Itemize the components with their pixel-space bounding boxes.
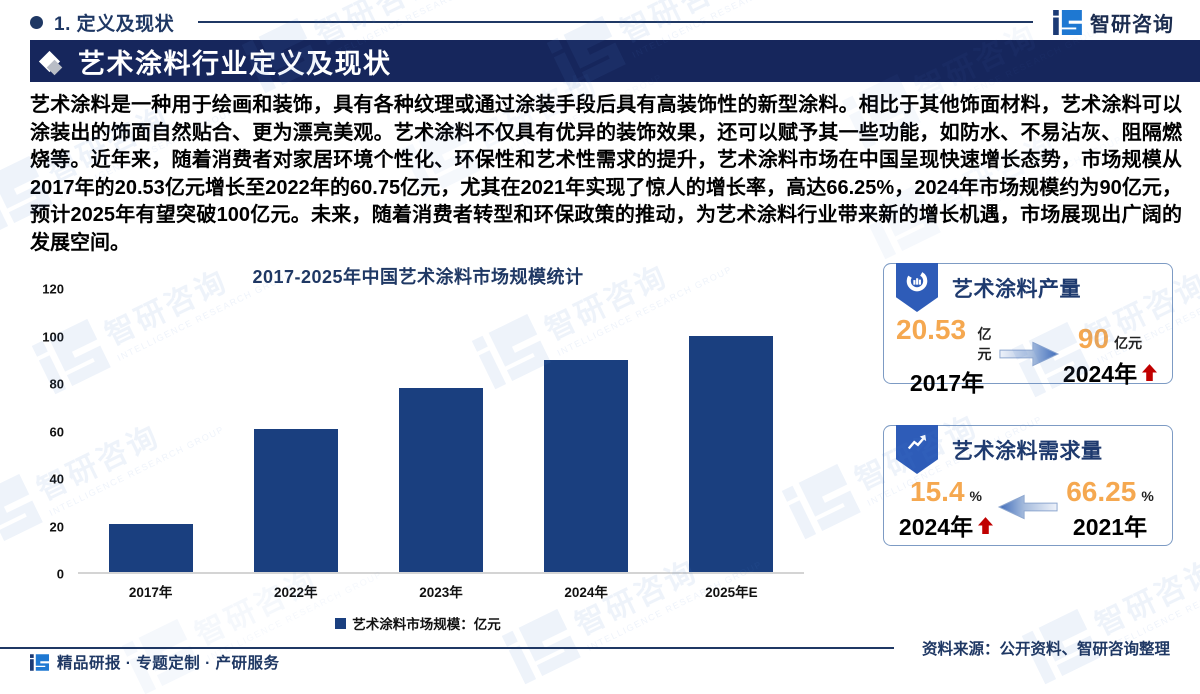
arrow-left-icon [997, 491, 1059, 528]
bar-slot [662, 289, 800, 572]
x-tick: 2025年E [705, 585, 758, 600]
bar-2017年 [108, 523, 193, 572]
banner-title: 艺术涂料行业定义及现状 [78, 48, 392, 79]
card-title: 艺术涂料产量 [952, 278, 1081, 301]
bar-2025年E [689, 336, 774, 572]
x-tick: 2017年 [128, 585, 173, 600]
chart-title: 2017-2025年中国艺术涂料市场规模统计 [252, 267, 584, 287]
card-demand: 艺术涂料需求量 15.4 % 2024年 66.25 [883, 425, 1173, 546]
footer-logo-icon [30, 653, 49, 671]
chart-x-axis: 2017年 2022年 2023年 2024年 2025年E [78, 581, 804, 601]
card-production: 艺术涂料产量 20.53 亿元 2017年 90 亿元 2024年 [883, 263, 1173, 396]
section-banner: 艺术涂料行业定义及现状 [30, 40, 1200, 82]
page-header: 1. 定义及现状 智研咨询 [30, 7, 1174, 37]
x-tick: 2022年 [274, 585, 318, 600]
stat-year: 2024年 [898, 514, 974, 540]
chart-y-axis: 0 20 40 60 80 100 120 [32, 282, 78, 582]
y-tick: 40 [49, 471, 64, 487]
stat-value: 15.4 [910, 476, 965, 507]
chart-area: 0 20 40 60 80 100 120 [32, 282, 804, 582]
bar-slot [82, 289, 220, 572]
bar-slot [517, 289, 655, 572]
stat-value: 90 [1077, 323, 1110, 354]
page-footer: 精品研报 · 专题定制 · 产研服务 [30, 651, 280, 673]
stat-right: 66.25 % 2021年 [1060, 476, 1160, 542]
footer-divider [0, 647, 894, 649]
y-tick: 60 [49, 424, 64, 439]
trend-chart-icon [907, 434, 927, 450]
stat-unit: 亿元 [977, 326, 992, 362]
stat-value: 66.25 [1066, 476, 1137, 507]
chart-plot [78, 289, 804, 574]
footer-services: 精品研报 · 专题定制 · 产研服务 [57, 655, 280, 672]
arrow-right-icon [998, 338, 1060, 375]
stat-year: 2017年 [909, 370, 985, 396]
bar-slot [227, 289, 365, 572]
card-title: 艺术涂料需求量 [952, 440, 1103, 463]
bullet-icon [30, 15, 43, 29]
y-tick: 80 [49, 376, 64, 392]
trend-up-icon [978, 516, 994, 534]
donut-chart-icon [906, 270, 928, 292]
stat-year: 2021年 [1072, 514, 1148, 540]
stat-unit: % [969, 488, 982, 504]
market-size-chart: 2017-2025年中国艺术涂料市场规模统计 0 20 40 60 80 100 120 2… [32, 263, 804, 633]
data-source: 资料来源：公开资料、智研咨询整理 [921, 641, 1170, 658]
brand-name: 智研咨询 [1090, 13, 1174, 36]
trend-up-icon [1142, 363, 1158, 381]
bar-slot [372, 289, 510, 572]
bar-2024年 [544, 359, 629, 572]
card-badge [896, 263, 938, 312]
stat-cards: 艺术涂料产量 20.53 亿元 2017年 90 亿元 2024年 [883, 263, 1173, 546]
y-tick: 100 [42, 329, 64, 344]
section-label: 1. 定义及现状 [54, 13, 175, 35]
y-tick: 0 [56, 566, 64, 582]
stat-left: 15.4 % 2024年 [896, 476, 996, 542]
card-badge [896, 425, 938, 474]
legend-label: 艺术涂料市场规模：亿元 [352, 617, 501, 632]
intro-paragraph: 艺术涂料是一种用于绘画和装饰，具有各种纹理或通过涂装手段后具有高装饰性的新型涂料… [30, 94, 1182, 254]
stat-right: 90 亿元 2024年 [1060, 323, 1160, 389]
x-tick: 2023年 [419, 585, 463, 600]
stat-year: 2024年 [1062, 361, 1138, 387]
brand-logo: 智研咨询 [1053, 8, 1174, 37]
bar-2022年 [253, 428, 338, 572]
stat-unit: % [1141, 488, 1154, 504]
header-divider [198, 21, 1033, 23]
brand-logo-icon [1053, 9, 1082, 35]
y-tick: 120 [42, 281, 64, 297]
y-tick: 20 [49, 519, 64, 534]
stat-value: 20.53 [896, 314, 967, 345]
stat-left: 20.53 亿元 2017年 [896, 314, 998, 398]
x-tick: 2024年 [564, 585, 608, 600]
stat-unit: 亿元 [1114, 335, 1143, 351]
bar-2023年 [398, 388, 484, 572]
chart-legend: 艺术涂料市场规模：亿元 [32, 613, 804, 633]
legend-swatch [335, 617, 347, 629]
